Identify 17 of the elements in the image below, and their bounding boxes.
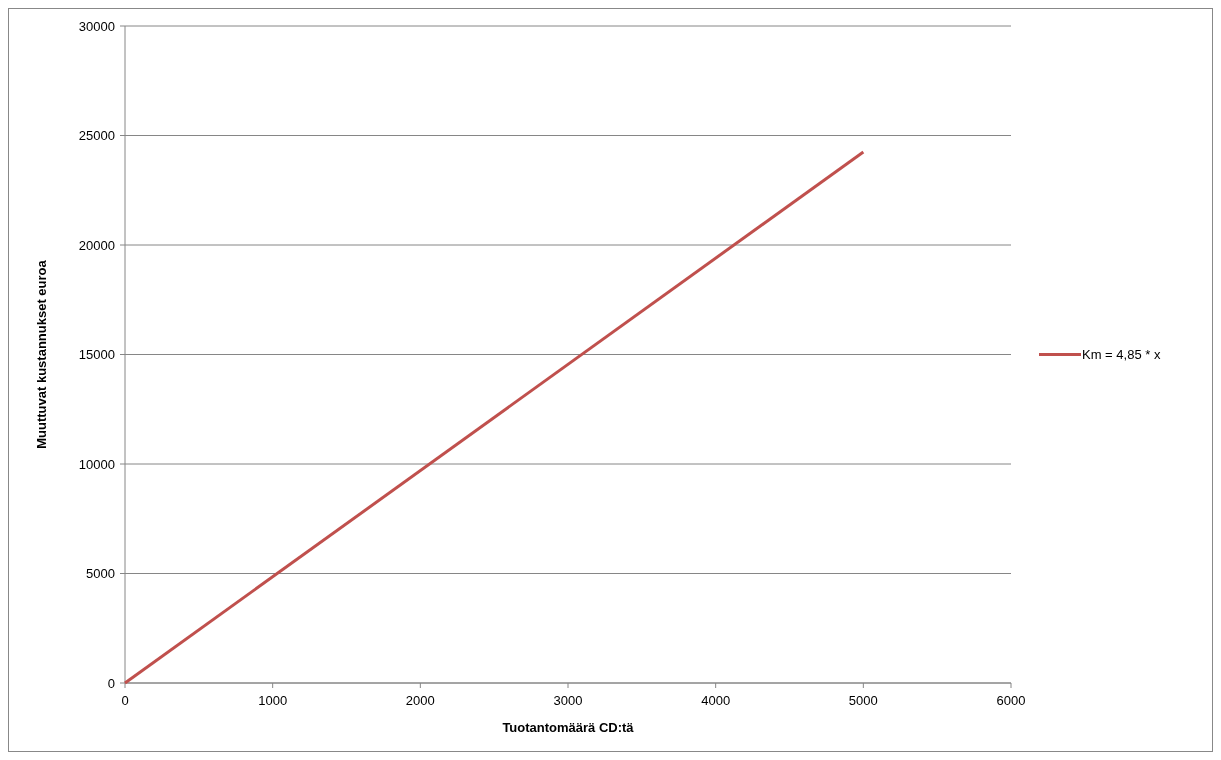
- x-tick-label: 2000: [405, 693, 435, 708]
- y-tick-label: 30000: [78, 18, 115, 34]
- x-tick-label: 1000: [258, 693, 288, 708]
- x-tick-label: 5000: [848, 693, 878, 708]
- x-tick-label: 6000: [996, 693, 1026, 708]
- y-tick-label: 0: [107, 675, 115, 691]
- y-axis-title: Muuttuvat kustannukset euroa: [34, 259, 49, 449]
- y-tick-label: 5000: [86, 566, 115, 582]
- y-tick-label: 15000: [78, 347, 115, 363]
- x-tick-label: 0: [121, 693, 129, 708]
- y-tick-label: 20000: [78, 237, 115, 253]
- legend-label: Km = 4,85 * x: [1082, 347, 1161, 363]
- y-tick-label: 25000: [78, 128, 115, 144]
- x-axis-title: Tuotantomäärä CD:tä: [502, 720, 635, 735]
- y-tick-label: 10000: [78, 456, 115, 472]
- x-tick-label: 3000: [553, 693, 583, 708]
- x-tick-label: 4000: [701, 693, 731, 708]
